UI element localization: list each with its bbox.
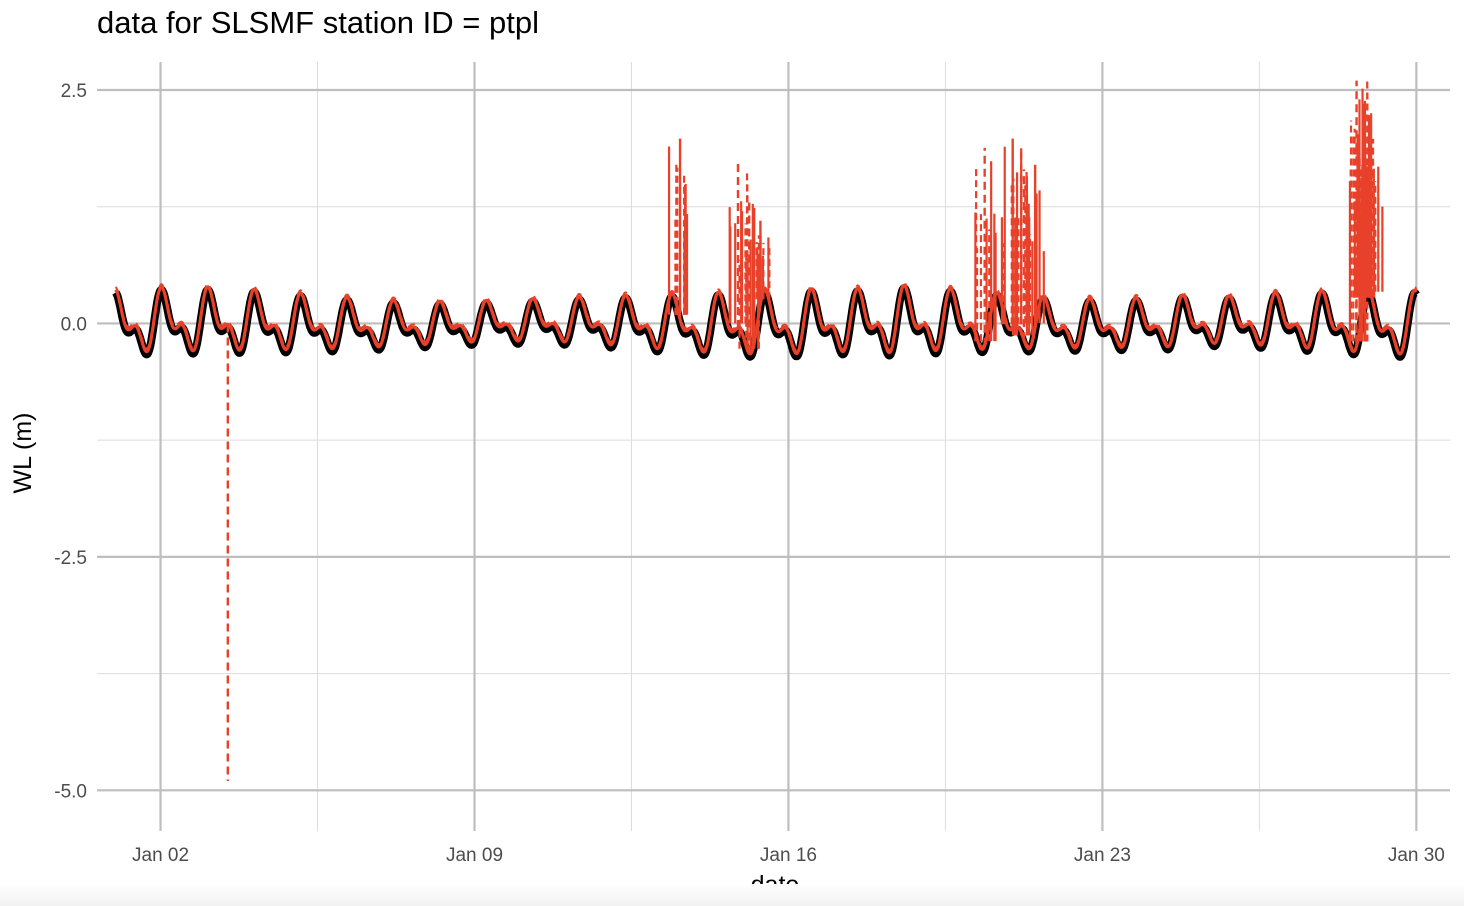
y-tick-label: 0.0 [61, 314, 87, 335]
x-tick-label: Jan 23 [1074, 845, 1131, 866]
x-tick-label: Jan 30 [1388, 845, 1445, 866]
y-axis-title: WL (m) [9, 413, 37, 494]
y-tick-label: 2.5 [61, 81, 87, 102]
chart-title: data for SLSMF station ID = ptpl [97, 5, 539, 40]
x-tick-label: Jan 09 [446, 845, 503, 866]
x-tick-label: Jan 16 [760, 845, 817, 866]
series-line-red-dashed [114, 281, 1418, 353]
series-layer [112, 80, 1420, 781]
y-tick-label: -2.5 [54, 548, 87, 569]
y-tick-label: -5.0 [54, 781, 87, 802]
tick-labels: Jan 02 Jan 09 Jan 16 Jan 23 Jan 30 2.5 0.0 -2.5… [54, 81, 1445, 866]
x-tick-label: Jan 02 [132, 845, 189, 866]
series-line-red-solid [114, 283, 1418, 356]
grid [97, 62, 1450, 831]
window-bottom-edge [0, 884, 1464, 906]
